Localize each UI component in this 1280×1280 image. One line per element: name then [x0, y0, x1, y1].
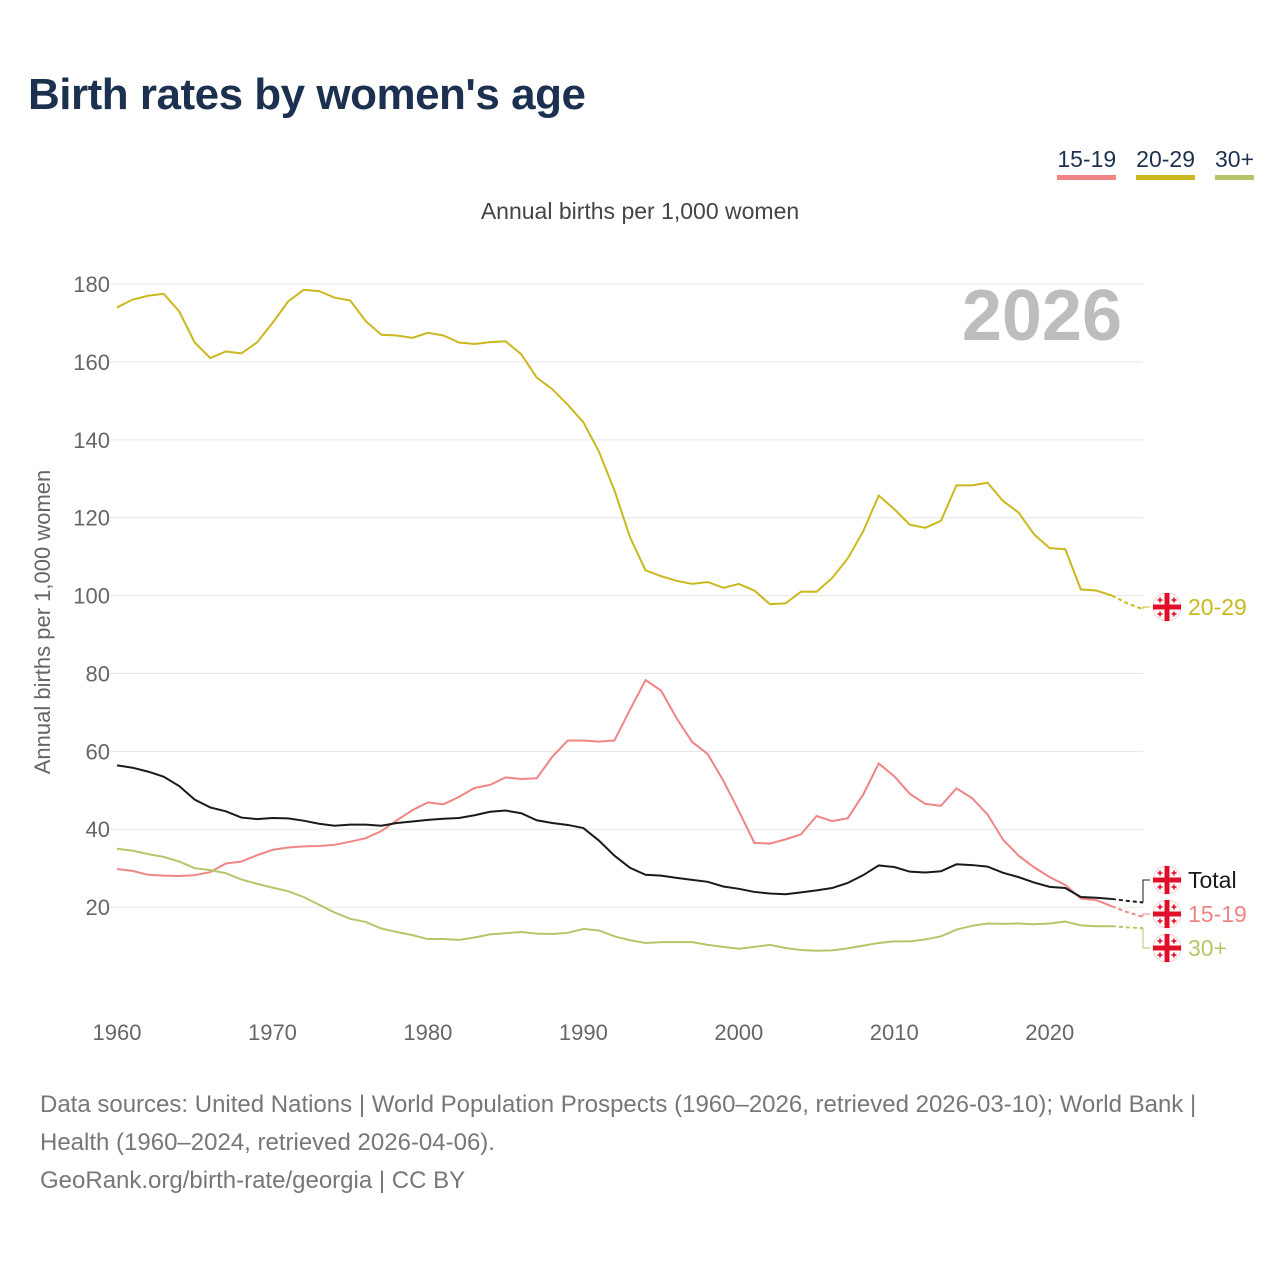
y-tick-label: 20	[86, 895, 110, 920]
chart-title: Birth rates by women's age	[28, 70, 586, 119]
series-projection-Total	[1111, 897, 1144, 904]
legend-item-30-plus[interactable]: 30+	[1214, 146, 1254, 180]
y-tick-label: 100	[73, 584, 110, 609]
x-tick-label: 1990	[559, 1020, 608, 1045]
series-projection-15-19	[1111, 905, 1144, 918]
end-label-15-19: 15-19	[1188, 901, 1247, 927]
data-sources: Data sources: United Nations | World Pop…	[40, 1091, 1197, 1156]
x-tick-label: 1960	[93, 1020, 142, 1045]
legend-item-20-29[interactable]: 20-29	[1136, 146, 1195, 180]
end-label-20-29: 20-29	[1188, 594, 1247, 620]
georgia-flag-icon	[1152, 592, 1182, 622]
series-line-30+	[116, 847, 1112, 952]
series-projection-20-29	[1111, 594, 1144, 611]
x-tick-label: 1970	[248, 1020, 297, 1045]
georgia-flag-icon	[1152, 865, 1182, 895]
label-connector	[1142, 879, 1150, 903]
chart-subtitle: Annual births per 1,000 women	[480, 198, 800, 224]
y-tick-label: 140	[73, 428, 110, 453]
series-line-15-19	[116, 678, 1113, 908]
series-line-Total	[116, 764, 1112, 900]
year-label: 2026	[962, 276, 1122, 356]
y-tick-label: 80	[86, 661, 110, 686]
footer: Data sources: United Nations | World Pop…	[40, 1086, 1240, 1200]
label-connector	[1142, 606, 1150, 610]
end-label-30+: 30+	[1188, 935, 1227, 961]
x-tick-label: 2000	[714, 1020, 763, 1045]
y-tick-label: 60	[86, 739, 110, 764]
end-label-Total: Total	[1188, 867, 1237, 893]
legend: 15-19 20-29 30+	[1057, 146, 1254, 180]
y-tick-label: 160	[73, 350, 110, 375]
label-connector	[1142, 928, 1150, 949]
legend-item-15-19[interactable]: 15-19	[1057, 146, 1117, 180]
georgia-flag-icon	[1152, 899, 1182, 929]
x-tick-label: 1980	[403, 1020, 452, 1045]
y-axis-label: Annual births per 1,000 women	[30, 470, 55, 775]
georgia-flag-icon	[1152, 933, 1182, 963]
y-tick-label: 40	[86, 817, 110, 842]
x-tick-label: 2010	[870, 1020, 919, 1045]
y-tick-label: 120	[73, 506, 110, 531]
x-tick-label: 2020	[1025, 1020, 1074, 1045]
series-line-20-29	[116, 288, 1113, 606]
credit-link[interactable]: GeoRank.org/birth-rate/georgia | CC BY	[40, 1167, 466, 1194]
y-tick-label: 180	[73, 272, 110, 297]
label-connector	[1142, 913, 1150, 917]
series-projection-30+	[1111, 925, 1144, 930]
